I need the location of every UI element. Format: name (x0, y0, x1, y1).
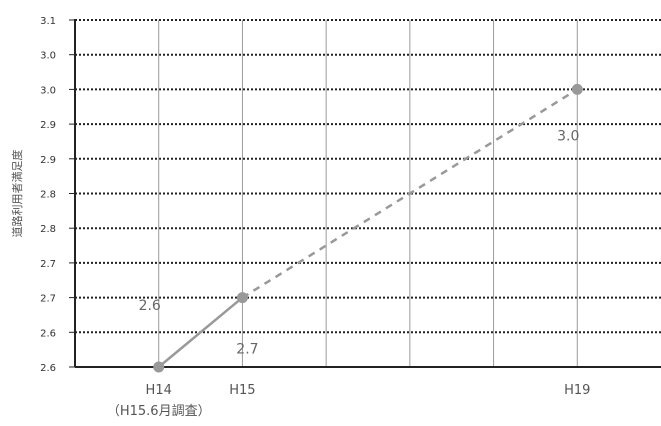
y-tick-label: 2.7 (40, 259, 56, 270)
y-tick-label: 3.1 (40, 16, 56, 27)
y-tick-label: 2.8 (40, 224, 56, 235)
y-tick-label: 2.9 (40, 120, 56, 131)
y-tick-label: 2.6 (40, 328, 56, 339)
series-segment-dashed (241, 88, 578, 299)
y-tick-label: 2.9 (40, 155, 56, 166)
data-labels: 2.6 2.7 3.0 (139, 128, 580, 357)
y-tick-label: 2.7 (40, 294, 56, 305)
y-tick-labels: 2.6 2.6 2.7 2.7 2.8 2.8 2.9 2.9 3.0 3.0 3.1 (40, 16, 75, 374)
y-tick-label: 3.0 (40, 51, 56, 62)
data-label: 2.7 (236, 342, 258, 358)
data-point (236, 292, 248, 304)
y-tick-label: 3.0 (40, 85, 56, 96)
data-label: 2.6 (139, 298, 161, 314)
x-tick-labels: H14 H15 H19 （H15.6月調査） (107, 383, 591, 419)
y-tick-label: 2.8 (40, 190, 56, 201)
x-tick-label: H15 (229, 383, 255, 398)
data-label: 3.0 (557, 128, 579, 144)
y-tick-label: 2.6 (40, 363, 56, 374)
data-point (153, 361, 165, 373)
series-points (153, 83, 583, 373)
horizontal-gridlines (75, 19, 661, 334)
data-point (571, 83, 583, 95)
y-axis-label: 道路利用者満足度 (10, 150, 24, 238)
series-segment-solid (157, 296, 244, 368)
x-tick-note: （H15.6月調査） (107, 404, 211, 419)
x-tick-label: H19 (564, 383, 590, 398)
series-lines (157, 88, 578, 368)
x-tick-label: H14 (146, 383, 172, 398)
